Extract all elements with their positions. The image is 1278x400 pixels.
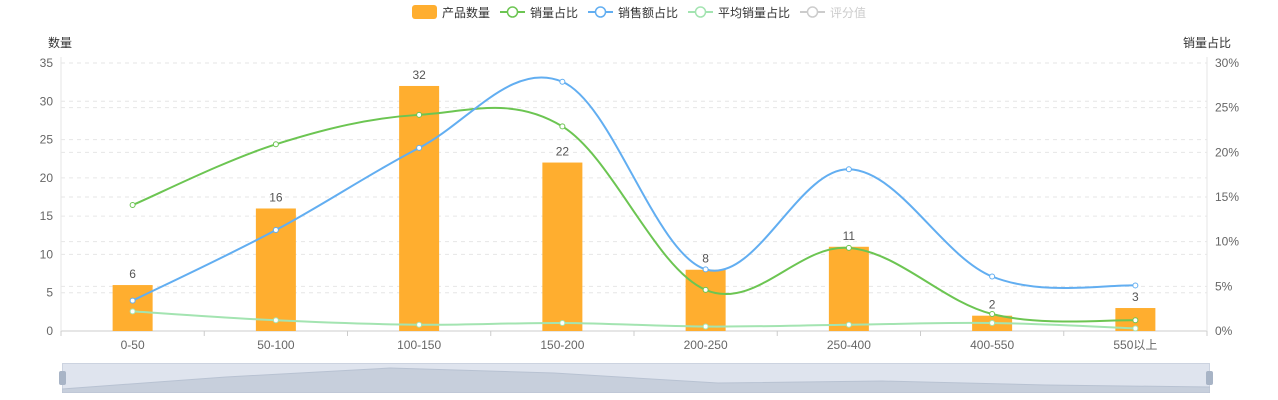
legend-bar-swatch	[411, 5, 437, 19]
left-tick-label: 20	[40, 171, 54, 185]
bar	[828, 246, 869, 331]
right-tick-label: 30%	[1215, 56, 1239, 70]
series-point	[129, 202, 136, 209]
legend-label: 销量占比	[529, 5, 578, 20]
right-tick-label: 10%	[1215, 235, 1239, 249]
series-point	[559, 319, 566, 326]
left-tick-label: 25	[40, 133, 54, 147]
right-tick-label: 15%	[1215, 190, 1239, 204]
series-point	[702, 266, 709, 273]
right-tick-label: 5%	[1215, 279, 1233, 293]
series-point	[559, 78, 566, 85]
bar	[542, 162, 583, 331]
x-tick-label: 550以上	[1113, 338, 1157, 352]
x-tick-label: 50-100	[257, 338, 295, 352]
bar	[112, 285, 153, 331]
right-axis-name: 销量占比	[1183, 36, 1232, 50]
legend-item-product-count[interactable]: 产品数量	[411, 4, 490, 21]
series-point	[129, 297, 136, 304]
series-point	[702, 286, 709, 293]
series-point	[559, 123, 566, 130]
left-tick-label: 35	[40, 56, 54, 70]
bar-data-label: 32	[412, 68, 426, 82]
x-tick-label: 250-400	[827, 338, 871, 352]
data-zoom-preview	[62, 367, 1210, 393]
data-zoom-right-handle[interactable]	[1206, 371, 1213, 385]
right-tick-label: 0%	[1215, 324, 1233, 338]
series-point	[272, 227, 279, 234]
bar-data-label: 2	[989, 298, 996, 312]
series-point	[416, 321, 423, 328]
data-zoom-left-handle[interactable]	[59, 371, 66, 385]
series-point	[1132, 317, 1139, 324]
series-point	[272, 141, 279, 148]
bar-data-label: 8	[702, 252, 709, 266]
series-point	[1132, 325, 1139, 332]
bar-data-label: 3	[1132, 290, 1139, 304]
legend-line-swatch	[587, 5, 613, 19]
x-tick-label: 100-150	[397, 338, 441, 352]
legend-item-revenue-share[interactable]: 销售额占比	[587, 4, 678, 21]
series-point	[989, 319, 996, 326]
series-line	[132, 310, 1136, 330]
legend-item-avg-sales-share[interactable]: 平均销量占比	[688, 4, 790, 21]
legend-line-swatch	[688, 5, 713, 19]
legend-label: 平均销量占比	[718, 5, 791, 20]
bar-data-label: 22	[556, 145, 570, 159]
series-point	[845, 166, 852, 173]
series-point	[702, 323, 709, 330]
legend-label: 评分值	[830, 5, 867, 20]
series-point	[129, 308, 136, 315]
x-tick-label: 150-200	[540, 338, 584, 352]
left-tick-label: 30	[40, 94, 54, 108]
legend-line-swatch	[800, 5, 826, 19]
right-tick-label: 25%	[1215, 101, 1239, 115]
combo-chart: 0 5 10 15 20 25 30 35 0% 5% 10% 15% 20% 25% 30% 0-50 50-…	[40, 56, 1240, 352]
series-line	[132, 106, 1136, 323]
bar	[685, 269, 726, 331]
bar-data-label: 6	[129, 267, 136, 281]
x-tick-label: 200-250	[684, 338, 728, 352]
series-point	[989, 311, 996, 318]
left-tick-label: 0	[46, 324, 53, 338]
legend-line-swatch	[499, 5, 525, 19]
series-point	[845, 244, 852, 251]
series-point	[989, 273, 996, 280]
legend-item-sales-share[interactable]: 销量占比	[499, 4, 578, 21]
legend-item-rating[interactable]: 评分值	[800, 4, 866, 21]
series-point	[272, 317, 279, 324]
series-line	[132, 76, 1136, 302]
left-tick-label: 5	[46, 286, 53, 300]
left-axis-name: 数量	[48, 36, 73, 50]
bar	[399, 85, 440, 331]
series-point	[416, 144, 423, 151]
series-point	[845, 321, 852, 328]
left-tick-label: 10	[40, 247, 54, 261]
x-tick-label: 0-50	[121, 338, 145, 352]
x-tick-label: 400-550	[970, 338, 1014, 352]
series-point	[416, 111, 423, 118]
series-point	[1132, 282, 1139, 289]
data-zoom-slider[interactable]	[59, 363, 1213, 393]
bar-data-label: 16	[269, 190, 283, 204]
bar-data-label: 11	[843, 229, 856, 243]
legend-label: 产品数量	[441, 5, 490, 20]
right-tick-label: 20%	[1215, 145, 1239, 159]
legend-label: 销售额占比	[617, 5, 678, 20]
bar	[255, 208, 296, 331]
chart-legend: 产品数量 销量占比 销售额占比 平均销量占比 评分值	[0, 2, 1278, 22]
left-tick-label: 15	[40, 209, 54, 223]
